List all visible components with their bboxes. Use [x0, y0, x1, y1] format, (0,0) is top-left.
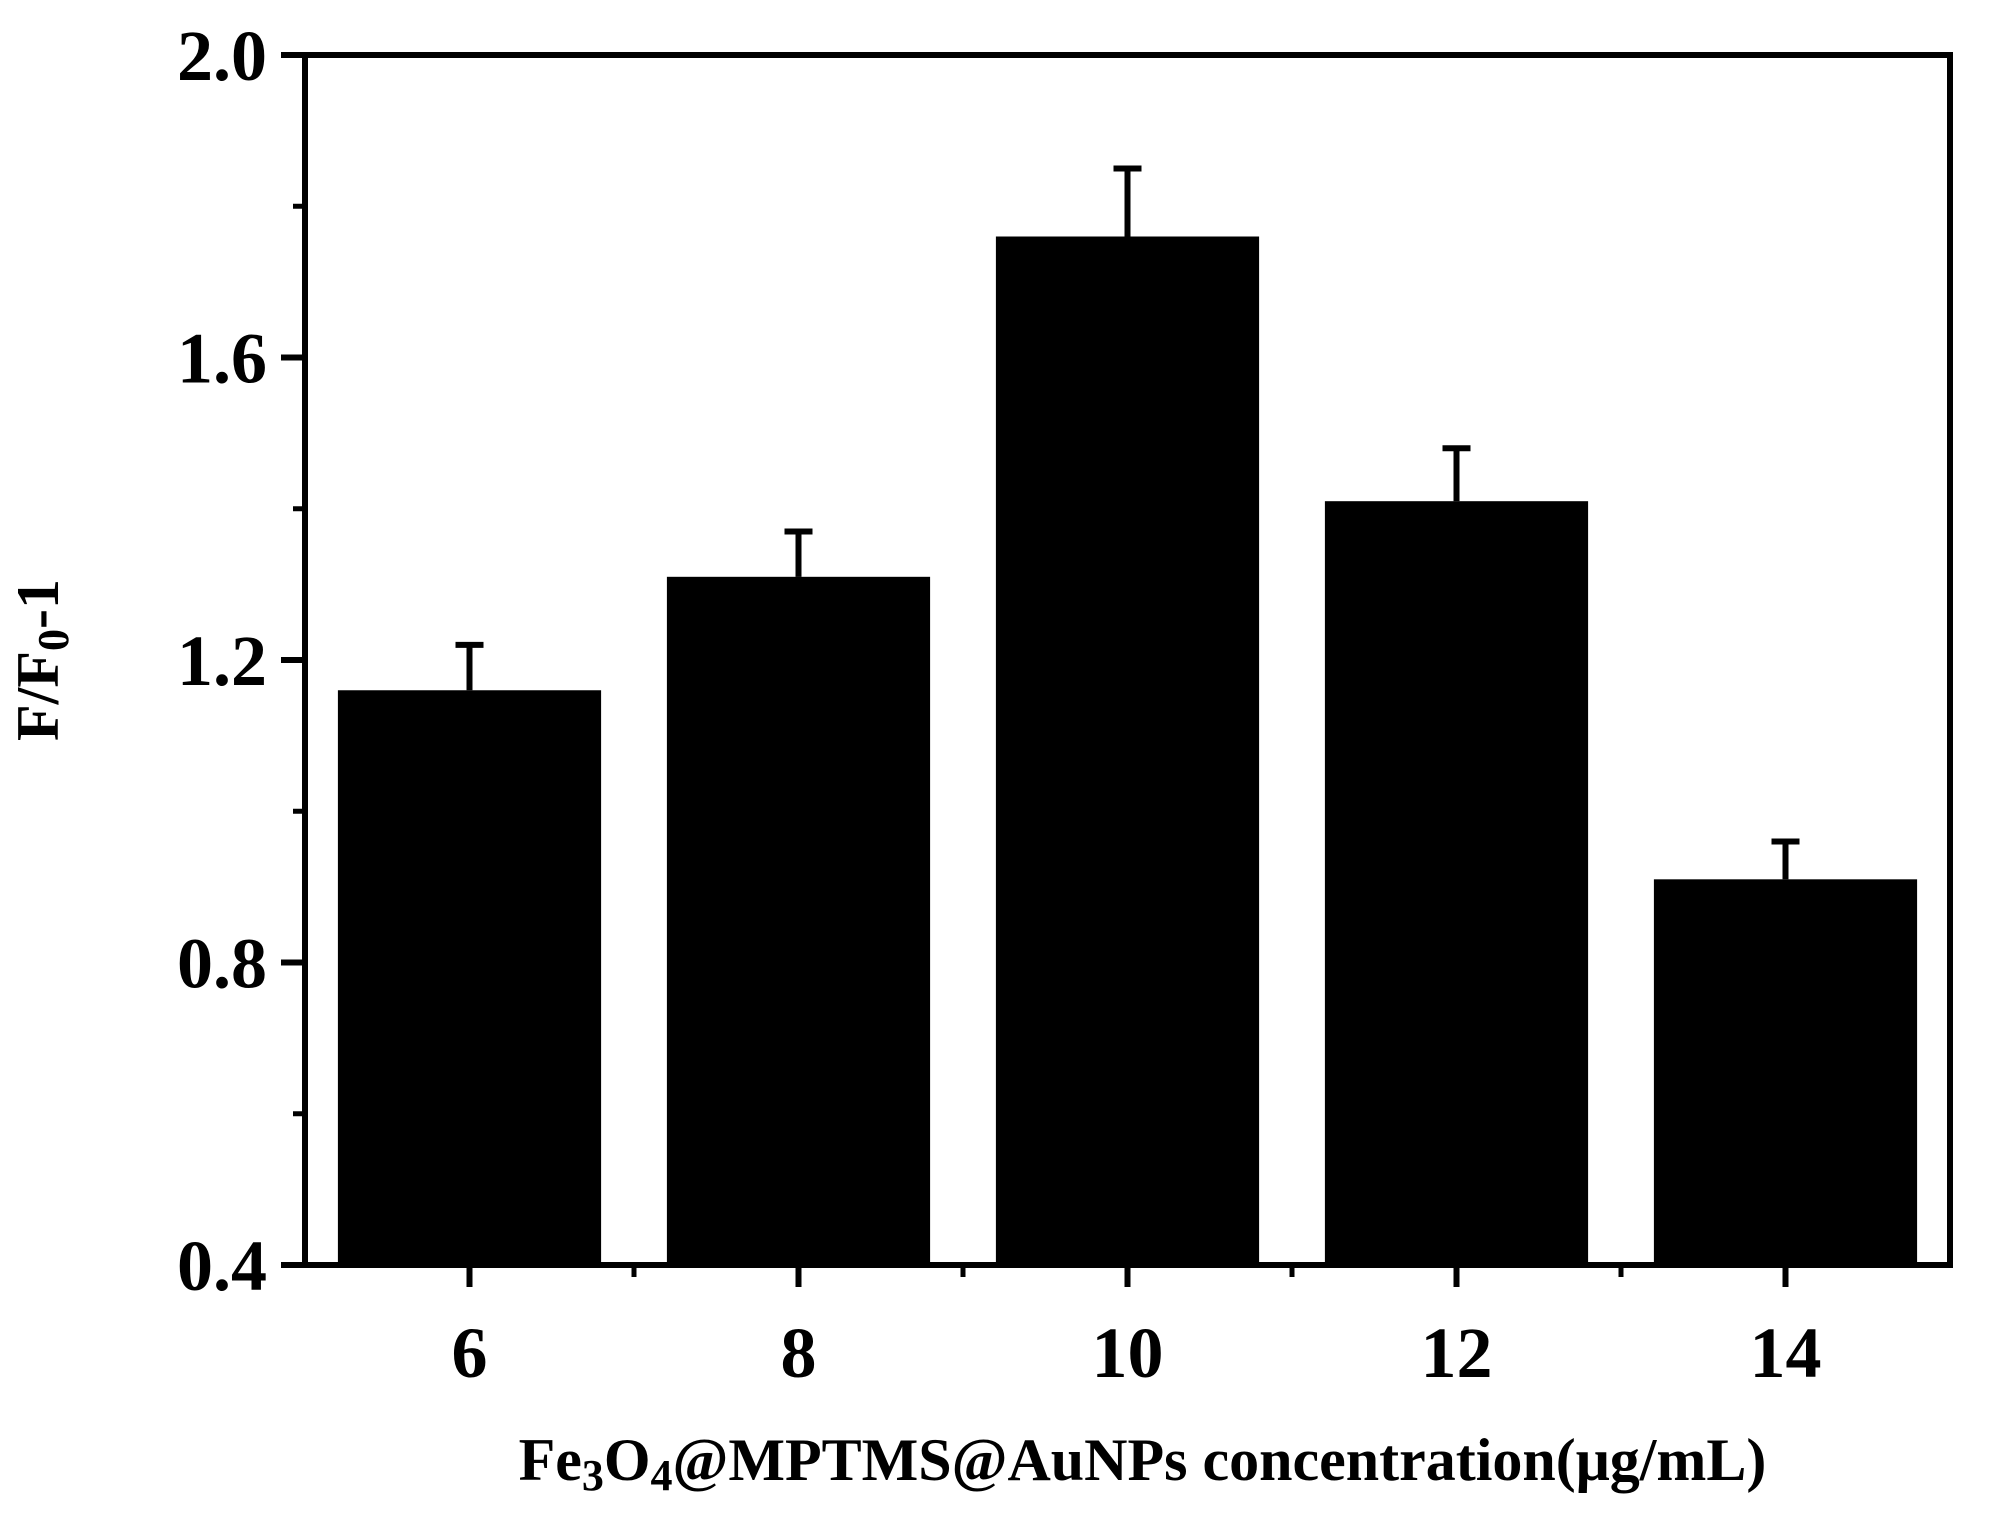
x-tick-label: 8 [781, 1313, 817, 1393]
y-axis-label: F/F0-1 [5, 579, 78, 741]
axis-label-subscript: 3 [582, 1451, 604, 1500]
bar [1324, 501, 1589, 1265]
axis-label-part: @MPTMS@AuNPs concentration(μg/mL) [673, 1427, 1767, 1493]
y-axis: 0.4 0.8 1.2 1.6 2.0 [177, 16, 305, 1306]
x-tick-label: 12 [1421, 1313, 1493, 1393]
x-axis: 6 8 10 12 14 [452, 1265, 1822, 1393]
x-tick-label: 10 [1092, 1313, 1164, 1393]
bar [995, 236, 1260, 1265]
y-tick-label: 0.8 [177, 924, 267, 1004]
x-axis-label: Fe3O4@MPTMS@AuNPs concentration(μg/mL) [519, 1427, 1767, 1500]
y-tick-label: 1.6 [177, 319, 267, 399]
axis-label-part: Fe [519, 1427, 582, 1493]
bar [1653, 879, 1918, 1265]
bar [337, 690, 602, 1265]
axis-label-part: -1 [5, 579, 71, 629]
bars-layer [337, 236, 1918, 1265]
y-tick-label: 0.4 [177, 1226, 267, 1306]
axis-label-subscript: 0 [29, 629, 78, 651]
x-tick-label: 14 [1750, 1313, 1822, 1393]
error-bars-layer [455, 165, 1800, 880]
axis-label-part: F/F [5, 651, 71, 741]
axis-label-subscript: 4 [651, 1451, 673, 1500]
y-tick-label: 2.0 [177, 16, 267, 96]
bar [666, 576, 931, 1265]
y-tick-label: 1.2 [177, 621, 267, 701]
axis-label-part: O [604, 1427, 651, 1493]
x-tick-label: 6 [452, 1313, 488, 1393]
